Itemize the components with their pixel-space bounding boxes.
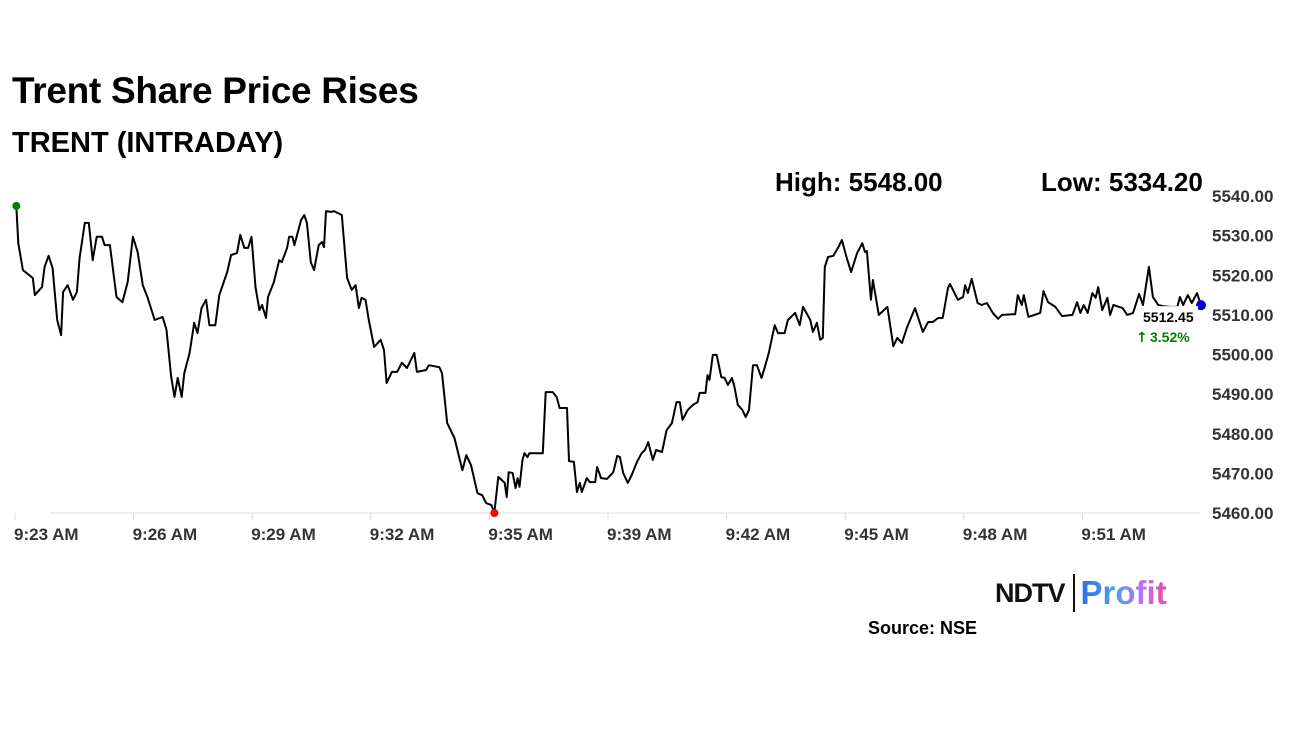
start-point-marker xyxy=(12,201,21,210)
low-point-marker xyxy=(490,509,499,517)
y-tick-label: 5500.00 xyxy=(1212,346,1273,365)
x-tick-label: 9:29 AM xyxy=(251,525,316,544)
day-low: Low: 5334.20 xyxy=(1041,167,1203,197)
y-tick-label: 5470.00 xyxy=(1212,464,1273,483)
last-point-marker xyxy=(1196,300,1206,311)
y-tick-label: 5480.00 xyxy=(1212,425,1273,444)
logo-profit: Profit xyxy=(1080,574,1167,611)
y-tick-label: 5460.00 xyxy=(1212,504,1273,523)
y-tick-label: 5490.00 xyxy=(1212,385,1273,404)
last-price-callout-bg xyxy=(1136,306,1198,347)
x-tick-label: 9:48 AM xyxy=(963,525,1028,544)
price-line xyxy=(15,205,1202,514)
logo-ndtv: NDTV xyxy=(995,577,1065,608)
logo-divider xyxy=(1072,574,1075,612)
y-tick-label: 5530.00 xyxy=(1212,227,1273,246)
y-tick-label: 5540.00 xyxy=(1212,187,1273,206)
x-tick-label: 9:51 AM xyxy=(1081,525,1146,544)
x-tick-label: 9:35 AM xyxy=(488,525,553,544)
ndtv-profit-logo: NDTV Profit xyxy=(995,573,1167,613)
change-percent-label: 3.52% xyxy=(1150,329,1190,345)
x-tick-label: 9:39 AM xyxy=(607,525,672,544)
arrow-up-icon: ↑ xyxy=(1136,330,1148,346)
x-tick-label: 9:26 AM xyxy=(133,525,198,544)
x-tick-label: 9:42 AM xyxy=(726,525,791,544)
x-tick-label: 9:45 AM xyxy=(844,525,909,544)
y-tick-label: 5510.00 xyxy=(1212,306,1273,325)
source-note: Source: NSE xyxy=(868,618,978,638)
x-tick-label: 9:32 AM xyxy=(370,525,435,544)
day-high: High: 5548.00 xyxy=(775,167,943,197)
chart-subtitle: TRENT (INTRADAY) xyxy=(12,127,284,159)
chart-title: Trent Share Price Rises xyxy=(12,70,419,111)
x-tick-label: 9:23 AM xyxy=(14,525,79,544)
y-tick-label: 5520.00 xyxy=(1212,266,1273,285)
last-price-label: 5512.45 xyxy=(1143,309,1194,325)
